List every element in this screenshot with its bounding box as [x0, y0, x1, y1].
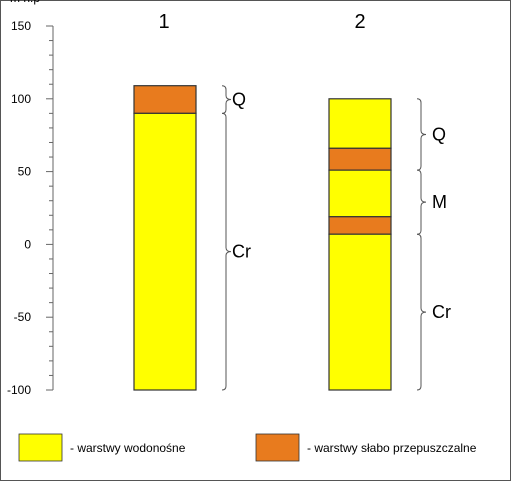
unit-label: Cr	[232, 242, 251, 262]
columns: 1 Q Cr 2 Q M Cr	[133, 11, 451, 391]
unit-label: Q	[432, 124, 446, 144]
unit-brace	[416, 233, 427, 391]
unit-brace	[221, 85, 232, 114]
weak-layer	[328, 147, 392, 171]
unit-brace	[416, 169, 427, 235]
aquifer-layer	[133, 112, 197, 391]
y-tick-label: 0	[24, 237, 31, 251]
y-tick-label: 100	[11, 92, 31, 106]
unit-brace	[416, 98, 427, 171]
y-axis: 150 100 50 0 -50 -100 m n.p	[7, 0, 54, 397]
unit-label: Q	[232, 90, 246, 110]
column-1: 1 Q Cr	[133, 11, 251, 391]
unit-brace	[221, 112, 232, 391]
legend: - warstwy wodonośne - warstwy słabo przep…	[18, 433, 477, 462]
legend-label: - warstwy słabo przepuszczalne	[307, 441, 477, 455]
aquifer-layer	[328, 169, 392, 218]
y-tick-label: 150	[11, 19, 31, 33]
weak-layer	[328, 216, 392, 235]
y-tick-label: 50	[18, 165, 32, 179]
column-2: 2 Q M Cr	[328, 11, 451, 391]
unit-label: Cr	[432, 302, 451, 322]
column-label: 2	[354, 11, 365, 33]
legend-label: - warstwy wodonośne	[70, 441, 186, 455]
y-tick-label: -100	[7, 383, 31, 397]
y-axis-unit-label-partial: m n.p	[10, 0, 40, 5]
legend-swatch-weak	[255, 433, 300, 462]
weak-layer	[133, 85, 197, 114]
aquifer-layer	[328, 98, 392, 149]
y-tick-label: -50	[14, 310, 32, 324]
column-label: 1	[158, 11, 169, 33]
unit-label: M	[432, 192, 447, 212]
legend-swatch-aquifer	[18, 433, 63, 462]
aquifer-layer	[328, 233, 392, 391]
